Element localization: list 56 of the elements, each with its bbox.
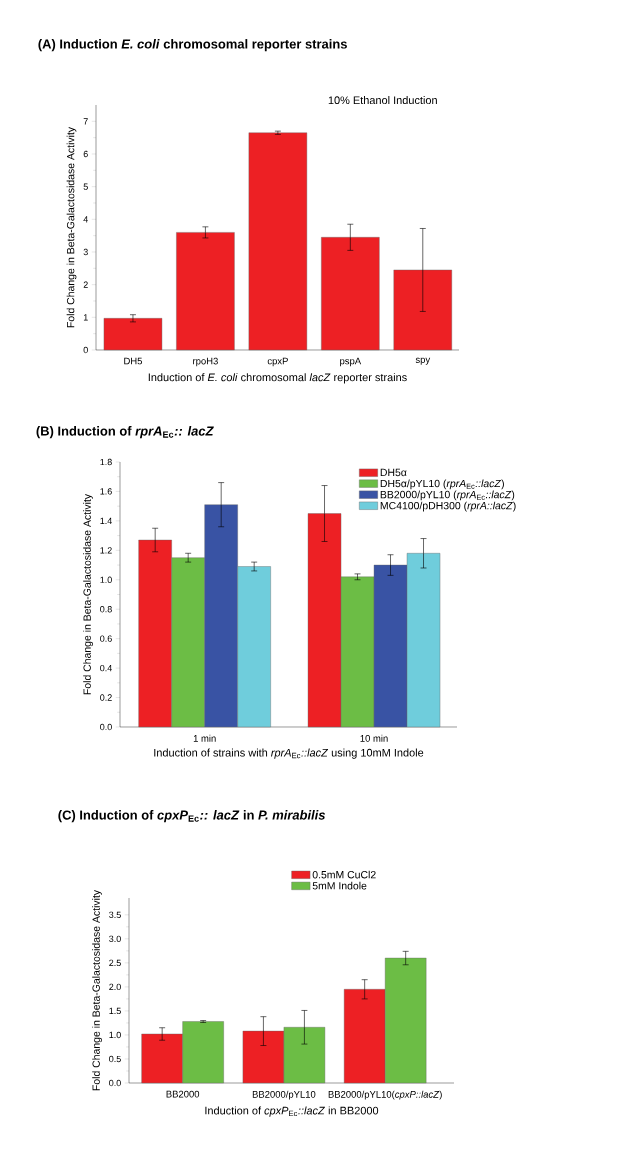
- x-tick-label: BB2000/pYL10(cpxP::lacZ): [328, 1090, 442, 1100]
- x-tick-label: cpxP: [267, 357, 288, 367]
- x-tick-label: 1 min: [193, 734, 216, 742]
- y-tick-label: 5: [83, 183, 88, 190]
- y-axis-title: Fold Change in Beta-Galactosidase Activity: [66, 126, 77, 328]
- y-tick-label: 3.5: [109, 911, 121, 918]
- y-tick-label: 1.8: [100, 458, 112, 466]
- y-tick-label: 1.5: [109, 1007, 121, 1015]
- x-tick-label: rpoH3: [193, 357, 218, 367]
- y-axis-title: Fold Change in Beta-Galactosidase Activity: [92, 889, 102, 1091]
- x-axis-title: Induction of cpxP$_{Ec}$::lacZ in BB2000: [205, 1106, 379, 1117]
- bar: [248, 132, 308, 351]
- y-tick-label: 0: [83, 346, 88, 354]
- legend-label: DH5α: [380, 468, 407, 477]
- y-tick-label: 1.6: [100, 488, 112, 495]
- y-tick-label: 4: [83, 216, 88, 223]
- x-tick-label: 10 min: [360, 734, 388, 742]
- y-tick-label: 1.0: [109, 1031, 121, 1039]
- x-tick-label: BB2000/pYL10: [252, 1090, 316, 1100]
- chart-title: (A) Induction E. coli chromosomal reporter strains: [38, 39, 347, 52]
- y-tick-label: 0.5: [109, 1055, 121, 1063]
- legend-label: 5mM Indole: [312, 881, 367, 890]
- y-tick-label: 1: [83, 314, 88, 321]
- legend-label: DH5α/pYL10 (rprA$_{Ec}$::lacZ): [380, 479, 504, 490]
- bar: [321, 237, 380, 351]
- y-tick-label: 0.0: [100, 723, 112, 731]
- legend-label: BB2000/pYL10 (rprA$_{Ec}$::lacZ): [380, 490, 515, 501]
- x-tick-label: pspA: [340, 357, 362, 367]
- y-tick-label: 1.0: [100, 576, 112, 583]
- x-axis-title: Induction of E. coli chromosomal lacZ reporter strains: [148, 373, 407, 384]
- legend-label: 0.5mM CuCl2: [312, 870, 376, 879]
- y-tick-label: 2.5: [109, 959, 121, 967]
- text: 10% Ethanol Induction: [328, 96, 437, 105]
- y-tick-label: 6: [83, 150, 88, 158]
- x-tick-label: BB2000: [166, 1090, 200, 1098]
- y-tick-label: 0.4: [100, 664, 112, 672]
- y-tick-label: 0.6: [100, 635, 112, 642]
- chart-title: (B) Induction of rprA$_{Ec}$:: lacZ: [36, 426, 214, 439]
- y-tick-label: 2.0: [109, 983, 121, 991]
- y-tick-label: 0.2: [100, 694, 112, 701]
- y-axis-title: Fold Change in Beta-Galactosidase Activity: [83, 493, 93, 695]
- x-tick-label: DH5: [124, 357, 143, 365]
- legend-label: MC4100/pDH300 (rprA::lacZ): [380, 501, 516, 512]
- y-tick-label: 2: [83, 281, 88, 288]
- x-tick-label: spy: [415, 357, 431, 365]
- y-tick-label: 7: [83, 118, 88, 125]
- y-tick-label: 1.2: [100, 547, 112, 554]
- y-tick-label: 0.8: [100, 606, 112, 613]
- chart-title: (C) Induction of cpxP$_{Ec}$:: lacZ in P. mirabilis: [58, 810, 326, 823]
- bar: [103, 318, 163, 351]
- y-tick-label: 3.0: [109, 935, 121, 943]
- bar: [176, 232, 235, 351]
- y-tick-label: 0.0: [109, 1079, 121, 1087]
- x-axis-title: Induction of strains with rprA$_{Ec}$::lacZ using 10mM Indole: [154, 748, 424, 759]
- y-tick-label: 3: [83, 248, 88, 256]
- y-tick-label: 1.4: [100, 517, 112, 524]
